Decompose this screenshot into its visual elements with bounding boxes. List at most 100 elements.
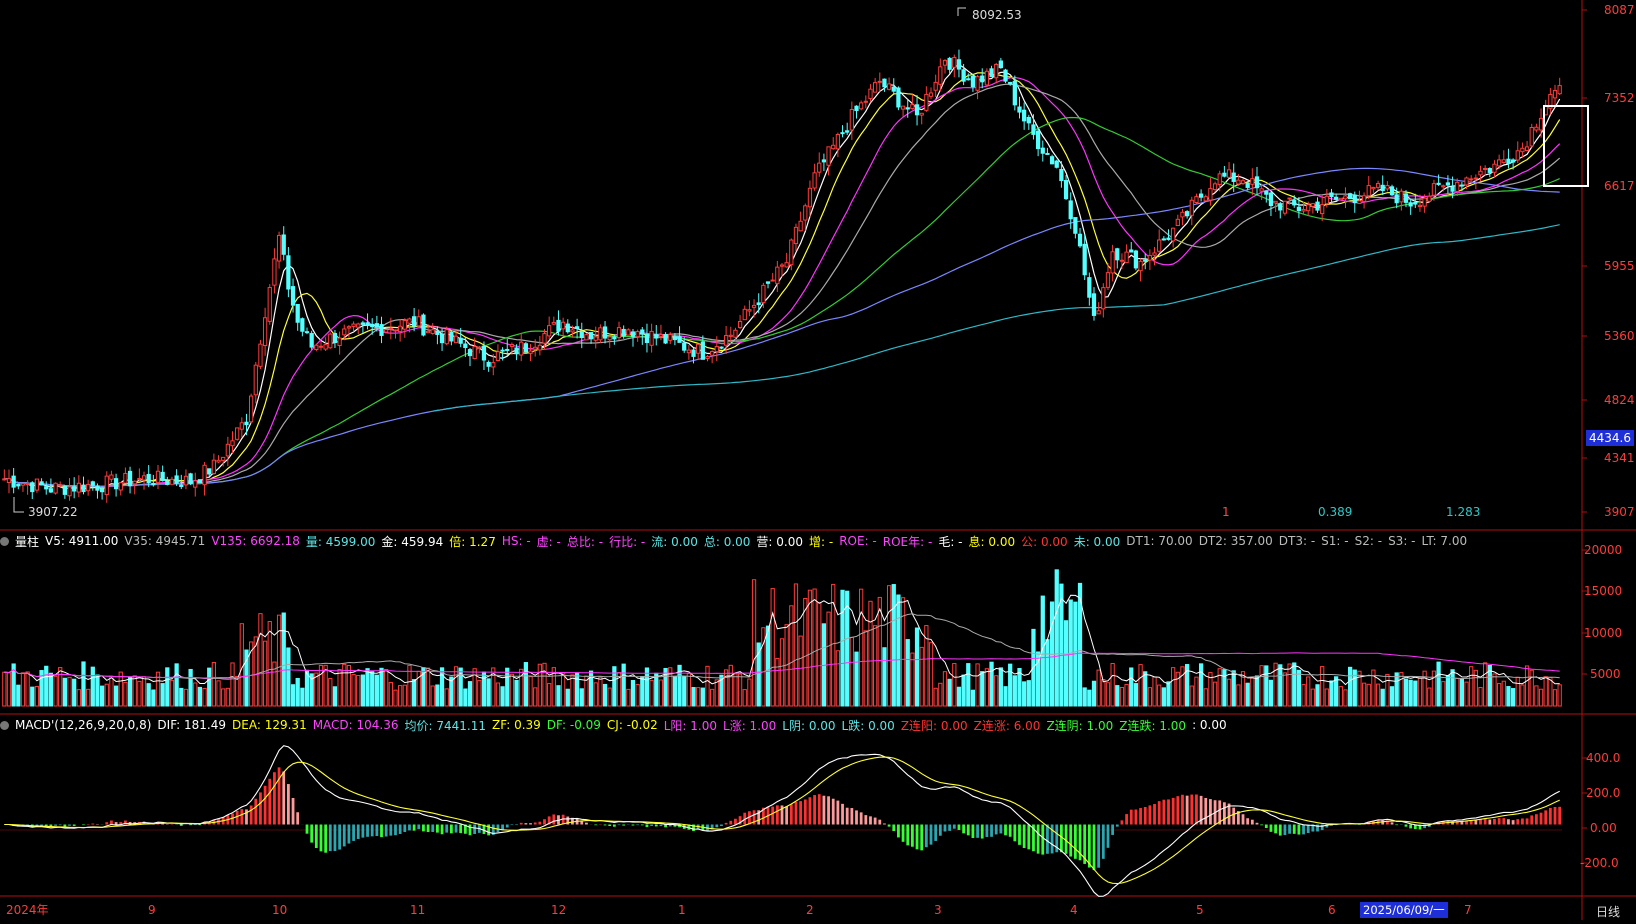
volume-bar <box>672 675 678 707</box>
volume-bar <box>1054 569 1059 707</box>
candle-body <box>34 478 40 491</box>
volume-bar <box>360 674 366 707</box>
volume-bar <box>1515 676 1520 707</box>
date-label-10: 10 <box>272 903 287 917</box>
macd-tick-3: 0.00 <box>1590 821 1617 835</box>
candle-body <box>723 335 729 346</box>
candle-body <box>453 335 459 344</box>
volume-bar <box>155 671 161 707</box>
candle-body <box>388 327 393 330</box>
volume-bar <box>1524 665 1530 707</box>
volume-bar <box>25 671 30 707</box>
volume-bar <box>886 585 892 707</box>
volume-bar <box>635 683 640 707</box>
candle-body <box>425 330 431 334</box>
volume-bar <box>197 686 203 707</box>
candle-body <box>626 329 631 336</box>
candle-body <box>1185 211 1190 217</box>
volume-bar <box>1366 683 1371 707</box>
volume-bar <box>1380 688 1385 707</box>
settings-gear-icon[interactable] <box>0 720 9 730</box>
volume-bar <box>644 667 650 707</box>
candle-body <box>272 258 277 286</box>
volume-bar <box>183 688 189 707</box>
date-label-9: 9 <box>148 903 156 917</box>
volume-bar <box>998 667 1003 707</box>
macd-histogram[interactable] <box>4 767 1562 871</box>
candle-body <box>1264 190 1269 195</box>
volume-bar <box>430 685 435 707</box>
volume-bar <box>514 679 519 707</box>
price-tick-8: 3907 <box>1604 505 1635 519</box>
candlestick-series[interactable] <box>2 49 1562 503</box>
candle-body <box>118 482 123 491</box>
candle-body <box>1240 180 1246 184</box>
candle-body <box>225 443 230 457</box>
volume-bar <box>658 679 664 707</box>
candle-body <box>742 308 747 321</box>
candle-body <box>1003 69 1008 82</box>
volume-bar <box>76 689 81 707</box>
volume-bar <box>1185 664 1190 707</box>
volume-bar <box>393 689 398 707</box>
volume-bar <box>1119 686 1125 707</box>
candle-body <box>519 341 524 356</box>
candle-body <box>1115 248 1120 261</box>
volume-bar <box>682 675 687 707</box>
volume-bar <box>193 682 198 707</box>
candle-body <box>1082 243 1087 276</box>
volume-bar <box>621 663 626 707</box>
volume-bar <box>966 663 971 707</box>
volume-ma-line-135 <box>4 652 1560 679</box>
candle-body <box>989 68 994 78</box>
candle-body <box>276 234 282 262</box>
candle-body <box>25 482 30 485</box>
volume-bar <box>1464 681 1469 707</box>
candle-body <box>398 325 403 333</box>
volume-bar <box>1250 677 1255 707</box>
candle-body <box>859 102 864 110</box>
info-field: MACD'(12,26,9,20,0,8) <box>15 718 152 732</box>
volume-bar <box>207 667 212 707</box>
info-field: V35: 4945.71 <box>124 534 206 548</box>
candle-body <box>1203 196 1208 202</box>
volume-bar <box>705 665 710 707</box>
candle-body <box>1492 163 1497 173</box>
volume-bar <box>863 630 868 707</box>
candle-body <box>1143 259 1148 262</box>
volume-bar <box>337 669 342 707</box>
volume-bars[interactable] <box>2 569 1562 707</box>
candle-body <box>109 474 114 480</box>
volume-bar <box>1478 686 1483 707</box>
candle-body <box>1101 287 1106 310</box>
candle-body <box>1352 194 1357 204</box>
volume-bar <box>388 682 393 707</box>
candle-body <box>882 78 887 88</box>
settings-gear-icon[interactable] <box>0 536 9 546</box>
info-field: Z连涨: 6.00 <box>973 718 1041 733</box>
candle-body <box>966 78 971 81</box>
highlight-box[interactable] <box>1543 105 1589 187</box>
candle-body <box>286 255 291 290</box>
volume-bar <box>286 647 291 707</box>
candle-body <box>193 480 198 488</box>
candle-body <box>719 346 724 349</box>
volume-bar <box>486 678 491 707</box>
candle-body <box>146 473 151 484</box>
volume-bar <box>267 621 272 707</box>
volume-bar <box>221 688 226 707</box>
candle-body <box>1022 109 1027 122</box>
volume-bar <box>211 662 217 707</box>
candle-body <box>1119 259 1125 262</box>
candle-body <box>896 87 901 108</box>
candle-body <box>165 480 170 485</box>
volume-bar <box>896 594 901 707</box>
candle-body <box>1515 150 1520 161</box>
period-button[interactable]: 日线 <box>1596 905 1621 919</box>
volume-bar <box>528 676 533 707</box>
candle-body <box>612 336 617 340</box>
info-field: DF: -0.09 <box>546 718 601 732</box>
info-field: S2: - <box>1354 534 1383 548</box>
